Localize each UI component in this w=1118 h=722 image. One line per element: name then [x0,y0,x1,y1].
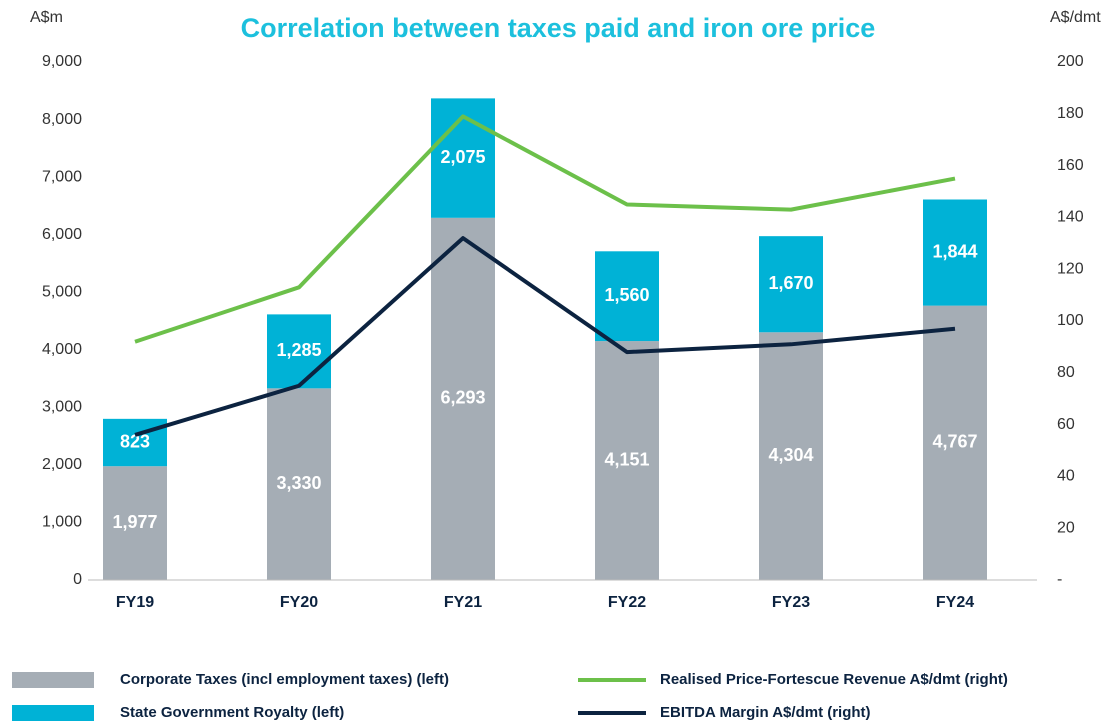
bar-segment [431,217,495,580]
y2-tick-label: 40 [1057,468,1075,485]
bar-segment [923,199,987,306]
y2-tick-label: 180 [1057,105,1084,122]
y-tick-label: 6,000 [42,226,82,243]
y-tick-label: 8,000 [42,111,82,128]
y2-tick-label: - [1057,571,1062,588]
bar-label: 4,151 [604,449,649,469]
legend-label: EBITDA Margin A$/dmt (right) [660,704,871,721]
legend-label: Corporate Taxes (incl employment taxes) … [120,671,449,688]
bar-segment [267,314,331,389]
legend-label: Realised Price-Fortescue Revenue A$/dmt … [660,671,1008,688]
legend-swatch [12,672,94,688]
y-tick-label: 7,000 [42,168,82,185]
y-tick-label: 5,000 [42,283,82,300]
y-tick-label: 4,000 [42,341,82,358]
y2-axis-label: A$/dmt [1050,9,1101,26]
bar-label: 823 [120,431,150,451]
x-tick-label: FY22 [608,594,646,611]
chart-title: Correlation between taxes paid and iron … [241,13,876,43]
x-tick-label: FY24 [936,594,974,611]
y-tick-label: 3,000 [42,399,82,416]
y-tick-label: 2,000 [42,456,82,473]
line-series [134,236,956,437]
x-tick-label: FY20 [280,594,318,611]
bar-segment [759,332,823,580]
bar-label: 4,767 [932,432,977,452]
y-tick-label: 1,000 [42,514,82,531]
bar-label: 1,977 [112,512,157,532]
bar-label: 1,285 [276,340,321,360]
legend-label: State Government Royalty (left) [120,704,344,721]
y-axis-label: A$m [30,9,63,26]
bar-label: 4,304 [768,445,813,465]
y2-tick-label: 80 [1057,364,1075,381]
bar-segment [267,388,331,580]
bar-segment [759,236,823,333]
bar-segment [923,305,987,580]
bar-label: 1,670 [768,273,813,293]
bar-label: 6,293 [440,388,485,408]
y2-tick-label: 60 [1057,416,1075,433]
y2-tick-label: 200 [1057,53,1084,70]
y-tick-label: 0 [73,571,82,588]
bar-label: 1,560 [604,285,649,305]
y2-tick-label: 100 [1057,312,1084,329]
bar-label: 3,330 [276,473,321,493]
x-tick-label: FY23 [772,594,810,611]
bar-label: 2,075 [440,147,485,167]
y2-tick-label: 20 [1057,519,1075,536]
bar-segment [595,341,659,580]
y-tick-label: 9,000 [42,53,82,70]
y2-tick-label: 140 [1057,209,1084,226]
bar-label: 1,844 [932,241,977,261]
x-tick-label: FY19 [116,594,154,611]
y2-tick-label: 120 [1057,260,1084,277]
y2-tick-label: 160 [1057,157,1084,174]
x-tick-label: FY21 [444,594,482,611]
legend-swatch [12,705,94,721]
line-series [134,114,956,344]
bar-segment [595,251,659,342]
bar-segment [103,466,167,580]
